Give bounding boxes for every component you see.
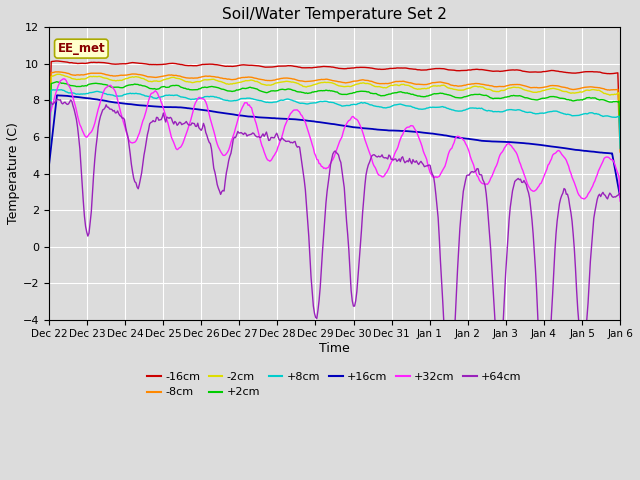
+2cm: [604, 98, 611, 104]
+64cm: [541, 408, 548, 414]
-16cm: [45, 133, 52, 139]
+64cm: [386, 153, 394, 159]
-8cm: [386, 80, 394, 86]
-8cm: [317, 76, 325, 82]
+16cm: [604, 150, 611, 156]
-2cm: [515, 84, 522, 90]
Legend: -16cm, -8cm, -2cm, +2cm, +8cm, +16cm, +32cm, +64cm: -16cm, -8cm, -2cm, +2cm, +8cm, +16cm, +3…: [143, 368, 526, 402]
+8cm: [321, 98, 329, 104]
+64cm: [45, 172, 52, 178]
-8cm: [355, 77, 363, 83]
+16cm: [321, 120, 329, 126]
+32cm: [317, 164, 325, 169]
+2cm: [45, 162, 52, 168]
-16cm: [355, 64, 363, 70]
-16cm: [515, 67, 522, 73]
+2cm: [616, 134, 624, 140]
Line: +2cm: +2cm: [49, 82, 620, 165]
-16cm: [52, 58, 60, 64]
-16cm: [386, 66, 394, 72]
+32cm: [616, 198, 624, 204]
Text: EE_met: EE_met: [58, 42, 105, 55]
+16cm: [45, 163, 52, 169]
+16cm: [317, 120, 325, 125]
+2cm: [53, 79, 61, 84]
Line: +8cm: +8cm: [49, 90, 620, 168]
+2cm: [515, 93, 522, 99]
Line: -8cm: -8cm: [49, 72, 620, 152]
Line: +16cm: +16cm: [49, 95, 620, 197]
+64cm: [605, 193, 612, 199]
+2cm: [321, 88, 329, 94]
+8cm: [616, 145, 624, 151]
-2cm: [56, 72, 63, 77]
-16cm: [616, 139, 624, 145]
+2cm: [386, 91, 394, 97]
-8cm: [54, 69, 62, 75]
+16cm: [616, 194, 624, 200]
+32cm: [355, 120, 363, 126]
-16cm: [321, 64, 329, 70]
+2cm: [355, 89, 363, 95]
-8cm: [515, 82, 522, 87]
-2cm: [386, 83, 394, 89]
Y-axis label: Temperature (C): Temperature (C): [7, 122, 20, 225]
+64cm: [616, 191, 624, 196]
+16cm: [53, 92, 61, 98]
-16cm: [604, 71, 611, 76]
-2cm: [616, 128, 624, 133]
+32cm: [321, 165, 329, 171]
-2cm: [321, 79, 329, 85]
+8cm: [355, 100, 363, 106]
Title: Soil/Water Temperature Set 2: Soil/Water Temperature Set 2: [222, 7, 447, 22]
+32cm: [45, 156, 52, 162]
+64cm: [321, 215, 329, 220]
-2cm: [317, 80, 325, 85]
-2cm: [604, 91, 611, 97]
-8cm: [321, 76, 329, 82]
+8cm: [58, 87, 65, 93]
Line: +64cm: +64cm: [49, 99, 620, 411]
-2cm: [355, 81, 363, 86]
+16cm: [355, 125, 363, 131]
+8cm: [317, 98, 325, 104]
+32cm: [60, 76, 68, 82]
X-axis label: Time: Time: [319, 342, 350, 355]
-16cm: [317, 64, 325, 70]
Line: -2cm: -2cm: [49, 74, 620, 162]
+64cm: [355, 259, 363, 264]
+64cm: [53, 96, 61, 102]
+32cm: [604, 154, 611, 160]
+8cm: [604, 113, 611, 119]
-8cm: [604, 87, 611, 93]
+8cm: [386, 104, 394, 110]
+32cm: [386, 162, 394, 168]
Line: -16cm: -16cm: [49, 61, 620, 142]
+16cm: [515, 140, 522, 145]
+64cm: [515, 176, 522, 181]
+32cm: [515, 155, 522, 161]
Line: +32cm: +32cm: [49, 79, 620, 201]
+8cm: [45, 166, 52, 171]
-8cm: [45, 140, 52, 145]
-8cm: [616, 149, 624, 155]
+2cm: [317, 88, 325, 94]
+16cm: [386, 128, 394, 133]
+8cm: [515, 107, 522, 113]
-2cm: [45, 159, 52, 165]
+64cm: [317, 266, 325, 272]
